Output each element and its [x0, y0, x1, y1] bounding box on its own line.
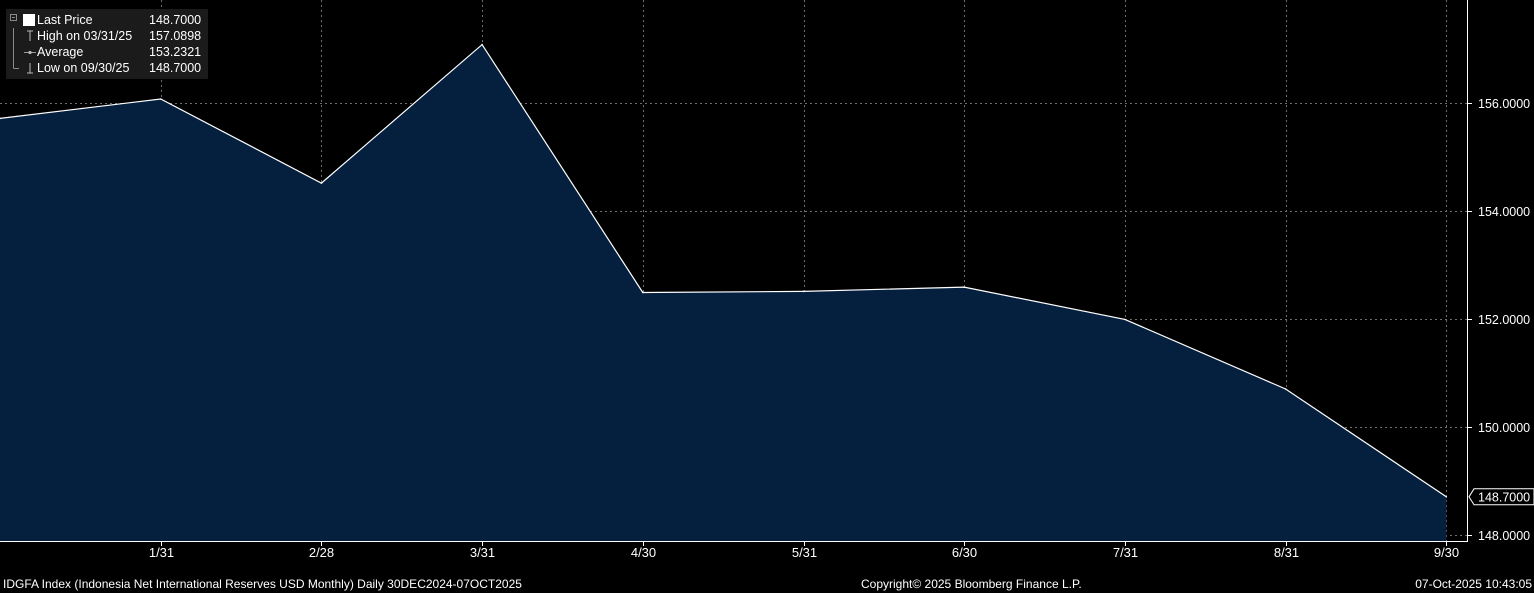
x-tick-label: 1/31 [149, 545, 174, 560]
x-tick-label: 8/31 [1274, 545, 1299, 560]
series-area-fill [0, 44, 1447, 541]
average-marker-icon [13, 44, 36, 60]
series-layer [0, 43, 1448, 541]
data-point [481, 43, 483, 46]
high-marker-icon [13, 28, 33, 44]
y-tick-label: 152.0000 [1478, 313, 1530, 327]
data-point [1124, 318, 1126, 321]
legend-label: Average [37, 45, 84, 59]
legend-row-last-price: Last Price 148.7000 [6, 12, 208, 28]
legend-value: 148.7000 [149, 61, 202, 75]
last-value-label: 148.7000 [1478, 490, 1530, 504]
data-point [642, 291, 644, 294]
legend-label: High on 03/31/25 [37, 29, 133, 43]
legend-row-low: Low on 09/30/25 148.7000 [6, 60, 208, 76]
x-tick-label: 3/31 [470, 545, 495, 560]
y-tick-label: 150.0000 [1478, 421, 1530, 435]
white-square-icon [10, 14, 35, 26]
legend-value: 153.2321 [149, 45, 202, 59]
axis-layer: 1/31 2/28 3/31 4/30 5/31 6/30 7/31 8/31 9/30 148.… [0, 0, 1534, 560]
legend-value: 148.7000 [149, 13, 202, 27]
legend-row-high: High on 03/31/25 157.0898 [6, 28, 208, 44]
y-tick-label: 154.0000 [1478, 205, 1530, 219]
y-tick-label: 148.0000 [1478, 529, 1530, 543]
last-value-callout: 148.7000 [1468, 488, 1534, 506]
data-point [963, 286, 965, 288]
x-tick-label: 9/30 [1434, 545, 1459, 560]
legend-row-average: Average 153.2321 [6, 44, 208, 60]
legend-label: Last Price [37, 13, 93, 27]
x-tick-label: 4/30 [631, 545, 656, 560]
data-point [1284, 388, 1287, 390]
data-point [0, 117, 1, 120]
data-point [1445, 496, 1448, 498]
data-point [802, 290, 805, 293]
legend-label: Low on 09/30/25 [37, 61, 130, 75]
x-tick-label: 5/31 [792, 545, 817, 560]
legend-box: Last Price 148.7000 High on 03/31/25 157… [6, 9, 208, 79]
series-line [0, 43, 1447, 498]
data-point [159, 98, 162, 100]
footer-copyright: Copyright© 2025 Bloomberg Finance L.P. [861, 577, 1082, 591]
footer-security-description: IDGFA Index (Indonesia Net International… [3, 577, 522, 591]
low-marker-icon [13, 60, 33, 74]
x-tick-label: 2/28 [309, 545, 334, 560]
last-value-box [1468, 488, 1534, 506]
footer-timestamp: 07-Oct-2025 10:43:05 [1415, 577, 1532, 591]
y-tick-label: 156.0000 [1478, 97, 1530, 111]
legend-value: 157.0898 [149, 29, 202, 43]
x-tick-label: 7/31 [1113, 545, 1138, 560]
data-point [320, 182, 323, 184]
x-tick-label: 6/30 [952, 545, 977, 560]
